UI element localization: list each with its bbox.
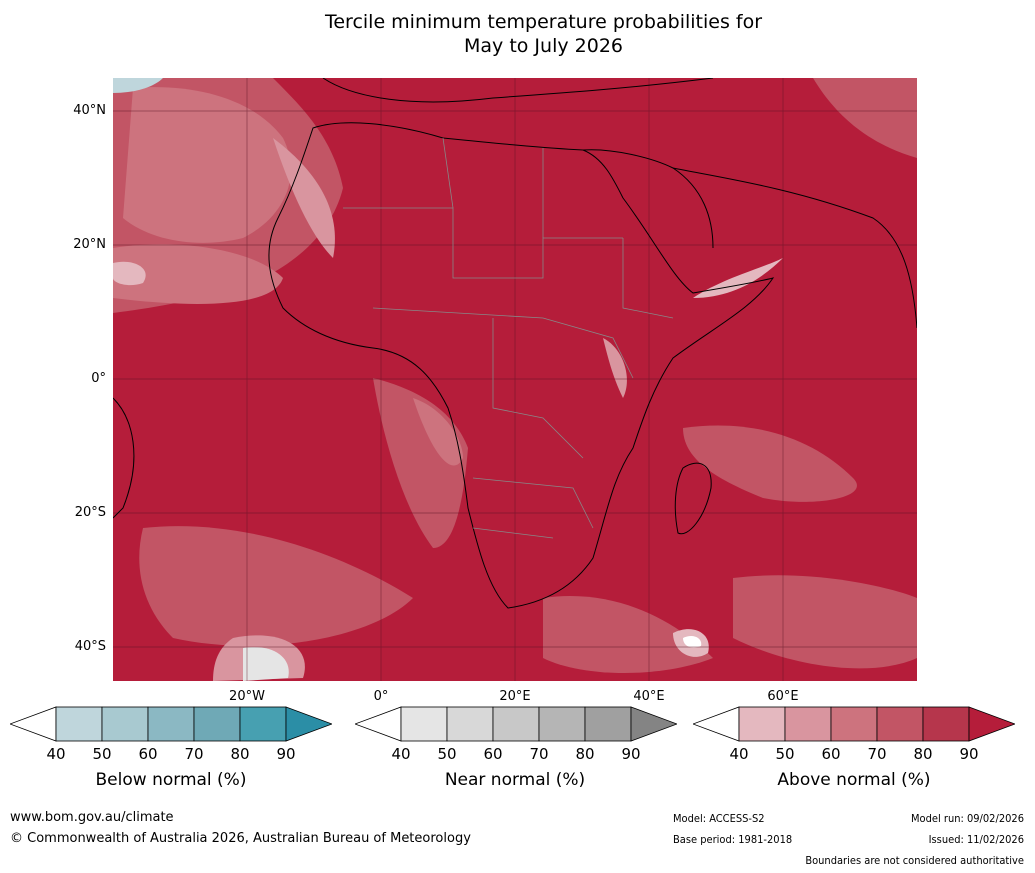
lon-label-20e: 20°E	[499, 689, 531, 704]
colorbar-above-tick: 40	[729, 745, 749, 763]
coastlines	[113, 78, 917, 609]
colorbar-below-tick: 60	[138, 745, 158, 763]
issued-text: Issued: 11/02/2026	[928, 833, 1024, 846]
copyright-text: © Commonwealth of Australia 2026, Austra…	[10, 831, 471, 846]
colorbar-above-tick: 60	[821, 745, 841, 763]
colorbar-near-tick: 90	[621, 745, 641, 763]
lon-label-0: 0°	[373, 689, 389, 704]
lat-label-20n: 20°N	[73, 237, 106, 252]
website-link[interactable]: www.bom.gov.au/climate	[10, 810, 174, 825]
colorbar-near-tick: 50	[437, 745, 457, 763]
lat-label-40s: 40°S	[74, 639, 106, 654]
lat-label-20s: 20°S	[74, 505, 106, 520]
title-line-2: May to July 2026	[464, 35, 623, 57]
colorbar-above-tick: 80	[913, 745, 933, 763]
colorbar-above-tick: 50	[775, 745, 795, 763]
colorbar-above-label: Above normal (%)	[777, 770, 931, 790]
colorbar-near-segment	[446, 706, 494, 742]
colorbar-near-tick: 70	[529, 745, 549, 763]
colorbar-above-segment	[738, 706, 786, 742]
colorbar-above-tick: 90	[959, 745, 979, 763]
base-period-text: Base period: 1981-2018	[673, 833, 793, 846]
colorbar-below-tick: 40	[46, 745, 66, 763]
colorbar-near-min-extension	[355, 706, 402, 742]
lon-label-60e: 60°E	[767, 689, 799, 704]
colorbar-below-segment	[55, 706, 103, 742]
colorbar-below-segment	[101, 706, 149, 742]
country-borders	[343, 137, 674, 539]
probability-map[interactable]	[113, 78, 917, 681]
lat-label-40n: 40°N	[73, 103, 106, 118]
colorbar-below-tick: 50	[92, 745, 112, 763]
colorbar-below-segment	[147, 706, 195, 742]
colorbar-below-label: Below normal (%)	[95, 770, 247, 790]
colorbar-below-min-extension	[10, 706, 57, 742]
title-line-1: Tercile minimum temperature probabilitie…	[324, 11, 763, 33]
colorbar-near-segment	[492, 706, 540, 742]
colorbar-below	[10, 706, 332, 742]
colorbar-near-tick: 60	[483, 745, 503, 763]
colorbar-below-tick: 70	[184, 745, 204, 763]
colorbar-near	[355, 706, 677, 742]
colorbar-near-segment	[538, 706, 586, 742]
map-canvas	[113, 78, 917, 681]
colorbar-above-min-extension	[693, 706, 740, 742]
colorbar-above-max-extension	[968, 706, 1015, 742]
colorbar-below-segment	[193, 706, 241, 742]
colorbar-above-segment	[830, 706, 878, 742]
colorbar-near-tick: 80	[575, 745, 595, 763]
lon-label-20w: 20°W	[229, 689, 265, 704]
colorbar-near-segment	[400, 706, 448, 742]
lat-label-0: 0°	[91, 371, 106, 386]
colorbar-near-max-extension	[630, 706, 677, 742]
colorbar-below-tick: 80	[230, 745, 250, 763]
probability-patches	[113, 78, 917, 681]
lon-label-40e: 40°E	[633, 689, 665, 704]
disclaimer-text: Boundaries are not considered authoritat…	[805, 854, 1024, 867]
chart-title: Tercile minimum temperature probabilitie…	[0, 10, 1035, 58]
graticule	[113, 78, 917, 681]
colorbar-above-segment	[784, 706, 832, 742]
model-run-text: Model run: 09/02/2026	[911, 812, 1024, 825]
colorbar-below-max-extension	[285, 706, 332, 742]
colorbar-above-tick: 70	[867, 745, 887, 763]
colorbar-below-segment	[239, 706, 287, 742]
colorbar-above-segment	[922, 706, 970, 742]
colorbar-above	[693, 706, 1015, 742]
colorbar-near-segment	[584, 706, 632, 742]
model-text: Model: ACCESS-S2	[673, 812, 765, 825]
colorbar-near-tick: 40	[391, 745, 411, 763]
colorbar-above-segment	[876, 706, 924, 742]
colorbar-below-tick: 90	[276, 745, 296, 763]
colorbar-near-label: Near normal (%)	[444, 770, 586, 790]
